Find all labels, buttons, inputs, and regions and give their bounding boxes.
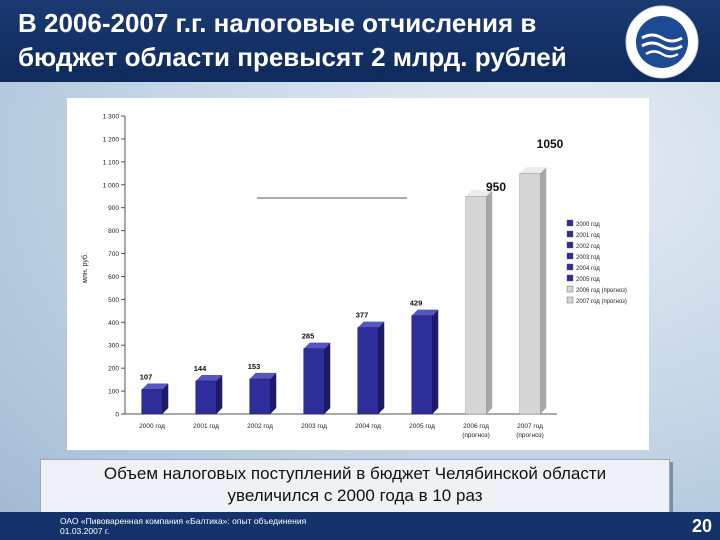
x-tick-label: 2001 год: [193, 423, 219, 430]
bars: 107 144 153 285 377 429 950 1050: [140, 137, 564, 415]
company-logo: [625, 5, 699, 79]
y-tick-label: 500: [108, 297, 119, 304]
y-tick-label: 900: [108, 205, 119, 212]
bar-value-label: 153: [248, 362, 261, 371]
footer-text: ОАО «Пивоваренная компания «Балтика»: оп…: [60, 516, 306, 536]
chart-panel: 0 100 200 300 400 500 600 700 800 900 1 000 1 100 1 …: [67, 98, 649, 450]
bar-top: [465, 190, 493, 197]
legend-item: 2003 год: [576, 255, 600, 261]
x-tick-label: 2000 год: [139, 423, 165, 430]
x-tick-label: 2003 год: [301, 423, 327, 430]
bar-side: [540, 167, 547, 414]
slide-title-line-1: В 2006-2007 г.г. налоговые отчисления в: [18, 8, 537, 38]
caption-line-2: увеличился с 2000 года в 10 раз: [227, 486, 483, 505]
bar-value-label: 950: [486, 180, 506, 194]
y-tick-label: 1 300: [103, 114, 120, 121]
bar-top: [303, 342, 331, 349]
legend-item: 2005 год: [576, 277, 600, 283]
legend-swatch: [566, 230, 574, 238]
y-axis-label: млн. руб.: [81, 253, 89, 283]
y-tick-label: 1 100: [103, 159, 120, 166]
bar-2002-год: [249, 378, 271, 415]
y-tick-label: 700: [108, 251, 119, 258]
bar-top: [519, 167, 547, 174]
legend-item: 2007 год (прогноз): [576, 299, 627, 305]
x-tick-sublabel: (прогноз): [462, 432, 490, 439]
legend-swatch: [566, 285, 574, 293]
x-tick-label: 2006 год: [463, 423, 489, 430]
bar-top: [249, 372, 277, 379]
bar-value-label: 144: [194, 364, 207, 373]
y-tick-label: 1 000: [103, 182, 120, 189]
x-tick-label: 2002 год: [247, 423, 273, 430]
y-tick-label: 800: [108, 228, 119, 235]
caption-line-1: Объем налоговых поступлений в бюджет Чел…: [103, 464, 607, 483]
legend-swatch: [566, 263, 574, 271]
bar-top: [195, 374, 223, 381]
bar-2007-год: [519, 173, 541, 415]
bar-value-label: 107: [140, 372, 153, 381]
legend-swatch: [566, 219, 574, 227]
bar-side: [270, 372, 277, 414]
bar-2005-год: [411, 315, 433, 415]
bar-value-label: 377: [356, 311, 369, 320]
bar-value-label: 429: [410, 299, 423, 308]
bar-value-label: 1050: [537, 137, 564, 151]
legend-swatch: [566, 241, 574, 249]
bar-top: [141, 383, 169, 390]
y-tick-label: 200: [108, 366, 119, 373]
bar-2000-год: [141, 389, 163, 415]
bar-side: [486, 190, 493, 414]
bar-side: [216, 374, 223, 414]
bar-value-label: 285: [302, 332, 315, 341]
page-number: 20: [691, 516, 712, 536]
slide-title-line-2: бюджет области превысят 2 млрд. рублей: [18, 42, 567, 72]
y-tick-label: 300: [108, 343, 119, 350]
legend-swatch: [566, 252, 574, 260]
bar-side: [378, 321, 385, 414]
x-tick-label: 2004 год: [355, 423, 381, 430]
caption-text: Объем налоговых поступлений в бюджет Чел…: [41, 463, 669, 507]
bar-side: [432, 309, 439, 414]
y-tick-label: 400: [108, 320, 119, 327]
x-tick-label: 2005 год: [409, 423, 435, 430]
bar-2003-год: [303, 348, 325, 415]
legend-item: 2006 год (прогноз): [576, 288, 627, 294]
legend-swatch: [566, 296, 574, 304]
legend-item: 2001 год: [576, 233, 600, 239]
caption-box: Объем налоговых поступлений в бюджет Чел…: [40, 459, 670, 513]
legend-item: 2000 год: [576, 222, 600, 228]
chart-legend: 2000 год 2001 год 2002 год 2003 год 2004 год…: [566, 219, 627, 305]
bar-top: [411, 309, 439, 316]
footer-company: ОАО «Пивоваренная компания «Балтика»: оп…: [60, 516, 307, 526]
y-tick-label: 1 200: [103, 136, 120, 143]
bar-2006-год: [465, 195, 487, 415]
x-axis-labels: 2000 год 2001 год 2002 год 2003 год 2004 год…: [139, 423, 544, 439]
x-tick-sublabel: (прогноз): [516, 432, 544, 439]
slide-title: В 2006-2007 г.г. налоговые отчисления в …: [18, 6, 608, 74]
y-tick-label: 600: [108, 274, 119, 281]
bar-chart: 0 100 200 300 400 500 600 700 800 900 1 000 1 100 1 …: [81, 114, 627, 440]
bar-side: [324, 342, 331, 414]
bar-top: [357, 321, 385, 328]
legend-swatch: [566, 274, 574, 282]
y-tick-label: 100: [108, 389, 119, 396]
legend-item: 2002 год: [576, 244, 600, 250]
footer-date: 01.03.2007 г.: [60, 526, 110, 536]
bar-2004-год: [357, 327, 379, 415]
x-tick-label: 2007 год: [517, 423, 543, 430]
header-bar: [0, 0, 720, 82]
bar-2001-год: [195, 380, 217, 415]
legend-item: 2004 год: [576, 266, 600, 272]
footer-bar: [0, 512, 720, 540]
y-tick-label: 0: [115, 412, 119, 419]
bar-side: [162, 383, 169, 414]
